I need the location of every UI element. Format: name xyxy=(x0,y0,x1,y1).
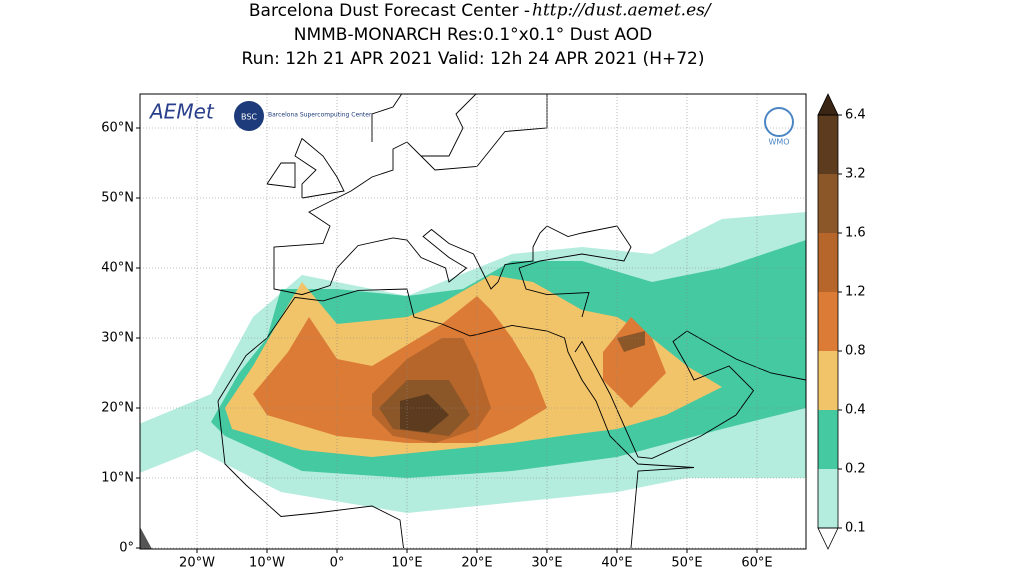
lat-tick-label: 0° xyxy=(119,541,134,556)
coastline xyxy=(421,94,477,157)
lat-tick-label: 20°N xyxy=(101,401,134,416)
colorbar-label: 3.2 xyxy=(845,167,866,182)
bsc-logo-circle xyxy=(234,101,264,131)
wmo-logo-circle xyxy=(764,107,794,137)
lon-tick-label: 40°E xyxy=(601,556,632,571)
map xyxy=(140,94,806,549)
coastline xyxy=(294,137,345,199)
colorbar-label: 0.8 xyxy=(845,344,866,359)
colorbar-frame xyxy=(817,114,839,529)
colorbar-band xyxy=(818,174,838,233)
lon-tick-label: 20°W xyxy=(179,556,215,571)
coastline xyxy=(217,288,695,549)
run-line: Run: 12h 21 APR 2021 Valid: 12h 24 APR 2… xyxy=(242,49,705,69)
title-prefix: Barcelona Dust Forecast Center - xyxy=(249,1,530,21)
colorbar-label: 1.2 xyxy=(845,285,866,300)
colorbar-band xyxy=(818,115,838,174)
colorbar-label: 0.4 xyxy=(845,403,866,418)
colorbar-label: 0.1 xyxy=(845,521,866,536)
dust-area xyxy=(617,331,645,352)
colorbar-band xyxy=(818,410,838,469)
lat-tick-label: 10°N xyxy=(101,471,134,486)
colorbar-label: 6.4 xyxy=(845,108,866,123)
wmo-logo: WMO xyxy=(768,138,789,147)
coastline xyxy=(273,94,632,318)
colorbar-band xyxy=(818,233,838,292)
lat-tick-label: 60°N xyxy=(101,121,134,136)
colorbar-band xyxy=(818,469,838,528)
dust-area xyxy=(400,394,449,433)
lon-tick-label: 30°E xyxy=(531,556,562,571)
bsc-name: Barcelona Supercomputing Center xyxy=(268,112,372,119)
coastline xyxy=(266,162,296,189)
colorbar-band xyxy=(818,351,838,410)
lon-tick-label: 10°W xyxy=(249,556,285,571)
lat-tick-label: 30°N xyxy=(101,331,134,346)
lat-tick-label: 50°N xyxy=(101,191,134,206)
aemet-logo: AEMet xyxy=(148,100,215,124)
lon-tick-label: 60°E xyxy=(741,556,772,571)
colorbar-label: 0.2 xyxy=(845,462,866,477)
no-data-corner xyxy=(140,527,152,549)
lon-tick-label: 20°E xyxy=(461,556,492,571)
colorbar: 0.1 0.2 0.4 0.8 1.2 1.6 3.2 6.4 xyxy=(817,93,866,550)
coastline xyxy=(574,330,806,459)
lon-tick-label: 10°E xyxy=(391,556,422,571)
lon-tick-label: 50°E xyxy=(671,556,702,571)
bsc-logo: BSC xyxy=(241,113,257,122)
colorbar-under xyxy=(817,527,839,550)
colorbar-label: 1.6 xyxy=(845,226,866,241)
coastline xyxy=(217,400,404,549)
lon-tick-label: 0° xyxy=(330,556,345,571)
model-line: NMMB-MONARCH Res:0.1°x0.1° Dust AOD xyxy=(294,25,653,45)
colorbar-band xyxy=(818,292,838,351)
lat-tick-label: 40°N xyxy=(101,261,134,276)
map-content xyxy=(140,94,806,549)
colorbar-over xyxy=(817,93,839,116)
title-url: http://dust.aemet.es/ xyxy=(532,1,713,21)
map-frame xyxy=(139,93,807,550)
